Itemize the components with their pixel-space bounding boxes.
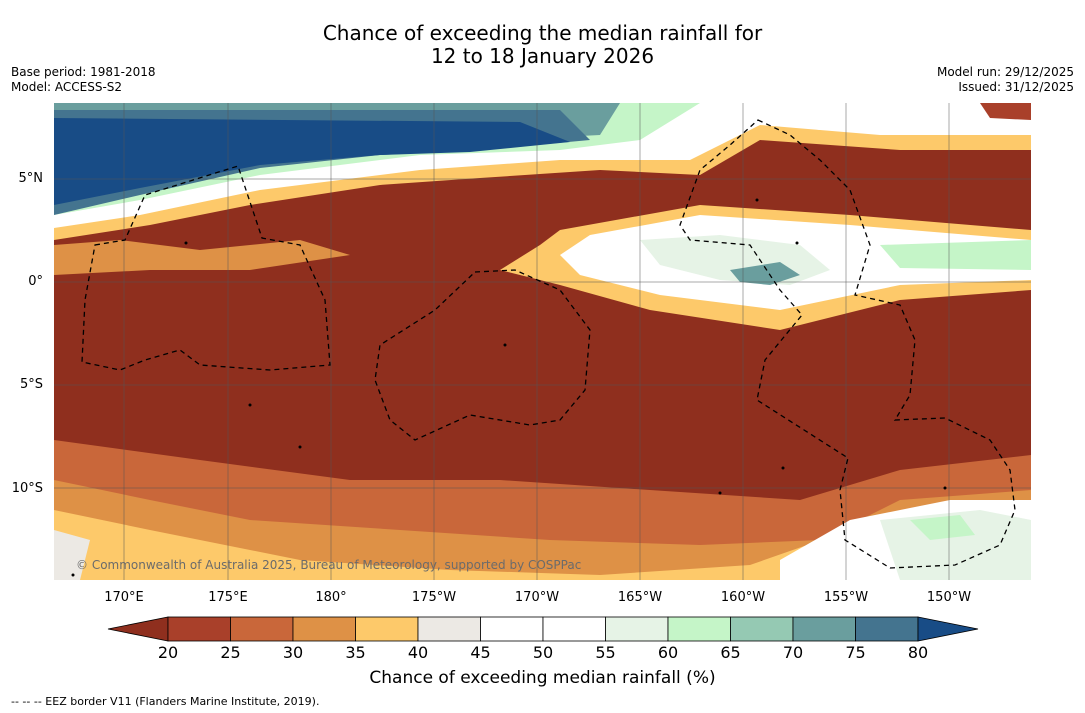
island xyxy=(781,466,785,470)
lat-label-10s: 10°S xyxy=(11,481,43,496)
colorbar-segment xyxy=(792,616,856,642)
eez-border-west xyxy=(81,165,331,371)
island xyxy=(795,241,799,245)
island xyxy=(943,486,947,490)
colorbar-segment xyxy=(355,616,419,642)
colorbar-segment xyxy=(167,616,231,642)
colorbar-segment xyxy=(855,616,919,642)
colorbar-tick-label: 65 xyxy=(720,643,741,662)
copyright-notice: © Commonwealth of Australia 2025, Bureau… xyxy=(76,558,582,572)
eez-borders xyxy=(81,119,1016,569)
colorbar-extend-low xyxy=(107,616,169,642)
colorbar-tick-label: 30 xyxy=(282,643,304,662)
lon-label-175e: 175°E xyxy=(208,590,248,605)
colorbar-segment xyxy=(605,616,669,642)
colorbar-segment xyxy=(542,616,606,642)
colorbar-tick-label: 80 xyxy=(907,643,929,662)
colorbar-segment xyxy=(480,616,544,642)
lon-label-155w: 155°W xyxy=(823,590,869,605)
lon-label-180: 180° xyxy=(315,590,347,605)
colorbar-tick-label: 75 xyxy=(845,643,866,662)
lon-label-170e: 170°E xyxy=(104,590,144,605)
lon-label-165w: 165°W xyxy=(617,590,663,605)
ne-corner xyxy=(980,103,1031,120)
colorbar-extend-high xyxy=(917,616,979,642)
lon-label-175w: 175°W xyxy=(411,590,457,605)
colorbar-tick-label: 40 xyxy=(407,643,429,662)
eez-border-central xyxy=(374,269,591,441)
colorbar-segment xyxy=(667,616,731,642)
se-green xyxy=(910,515,975,540)
lon-label-150w: 150°W xyxy=(926,590,972,605)
lon-label-170w: 170°W xyxy=(514,590,560,605)
west-mid xyxy=(54,240,350,275)
equator-teal xyxy=(730,262,800,285)
map-field xyxy=(54,103,1031,580)
colorbar-segment xyxy=(417,616,481,642)
island xyxy=(755,198,759,202)
colorbar-segment xyxy=(230,616,294,642)
lat-label-0: 0° xyxy=(28,274,43,289)
meta-right: Model run: 29/12/2025 Issued: 31/12/2025 xyxy=(937,65,1074,95)
base-period: Base period: 1981-2018 xyxy=(11,65,156,79)
lon-label-160w: 160°W xyxy=(720,590,766,605)
chart-title-line2: 12 to 18 January 2026 xyxy=(430,44,655,68)
colorbar-tick-label: 55 xyxy=(595,643,616,662)
chart-title-line1: Chance of exceeding the median rainfall … xyxy=(322,21,763,45)
islands xyxy=(71,198,947,577)
colorbar-tick-label: 50 xyxy=(532,643,554,662)
issued-date: Issued: 31/12/2025 xyxy=(958,80,1074,94)
model-name: Model: ACCESS-S2 xyxy=(11,80,123,94)
ne-white xyxy=(760,103,1031,130)
sw-grey xyxy=(54,530,90,580)
island xyxy=(248,403,252,407)
colorbar-tick-label: 60 xyxy=(657,643,679,662)
island xyxy=(298,445,302,449)
island xyxy=(503,343,507,347)
colorbar-tick-label: 25 xyxy=(220,643,241,662)
island xyxy=(718,491,722,495)
eez-border-east xyxy=(679,119,1016,569)
eez-footnote: -- -- -- EEZ border V11 (Flanders Marine… xyxy=(11,695,320,708)
lat-label-5s: 5°S xyxy=(19,377,43,392)
colorbar-tick-label: 35 xyxy=(345,643,366,662)
model-run: Model run: 29/12/2025 xyxy=(936,65,1074,79)
meta-left: Base period: 1981-2018 Model: ACCESS-S2 xyxy=(11,65,156,95)
colorbar-segment xyxy=(292,616,356,642)
graticule xyxy=(54,103,1031,580)
band-north-blue xyxy=(54,118,570,205)
lat-label-5n: 5°N xyxy=(18,171,44,186)
colorbar-segment xyxy=(730,616,794,642)
colorbar-tick-label: 70 xyxy=(782,643,804,662)
island xyxy=(184,241,188,245)
colorbar-label: Chance of exceeding median rainfall (%) xyxy=(369,668,716,688)
island xyxy=(71,573,75,577)
colorbar-tick-label: 45 xyxy=(470,643,491,662)
colorbar-tick-label: 20 xyxy=(157,643,179,662)
east-green xyxy=(880,240,1031,270)
